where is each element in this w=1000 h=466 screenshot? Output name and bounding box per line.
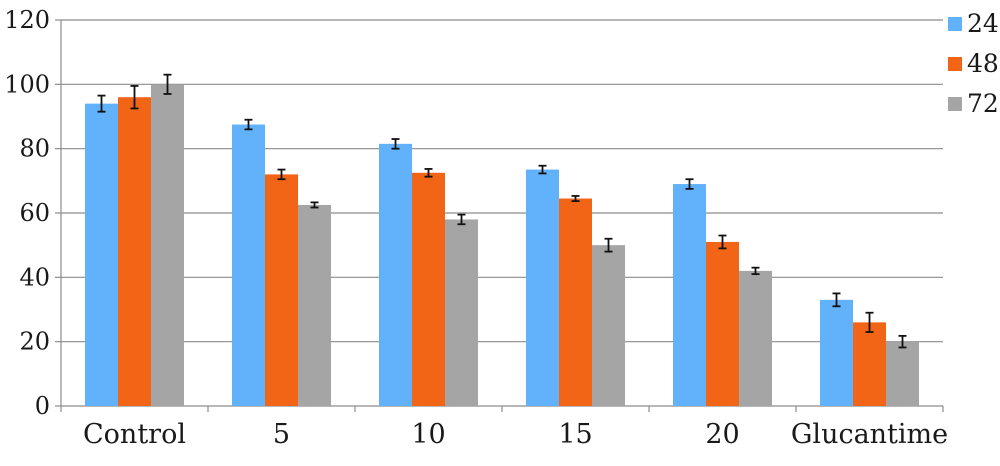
bar-24-10 [379,143,412,406]
bar-48-5 [265,174,298,406]
bar-24-5 [232,124,265,407]
y-tick-label: 0 [35,392,50,420]
x-tick-label: Glucantime [791,419,948,450]
x-tick-label: 20 [705,419,739,450]
legend-swatch [948,97,962,111]
x-tick-label: 10 [411,419,445,450]
legend: 24 48 72 [948,9,999,118]
bars [85,84,919,407]
bar-72-15 [592,245,625,406]
bar-24-control [85,103,118,406]
legend-swatch [948,57,962,71]
bar-48-glucantime [853,322,886,406]
bar-72-glucantime [886,341,919,406]
y-tick-label: 20 [19,328,50,356]
bar-72-20 [739,270,772,406]
bar-48-20 [706,241,739,406]
axes [55,19,944,412]
bar-48-10 [412,172,445,406]
bar-24-glucantime [820,299,853,406]
x-tick-label: 15 [558,419,592,450]
bar-24-15 [526,169,559,406]
x-tick-labels: Control 5 10 15 20 Glucantime [83,419,948,450]
bar-48-control [118,97,151,406]
error-bars [97,73,907,349]
bar-48-15 [559,198,592,406]
y-tick-label: 40 [19,263,50,291]
legend-label: 48 [967,49,999,78]
y-tick-labels: 0 20 40 60 80 100 120 [4,6,50,420]
bar-72-control [151,84,184,406]
legend-label: 72 [967,89,999,118]
y-tick-label: 60 [19,199,50,227]
y-tick-label: 80 [19,135,50,163]
x-tick-label: Control [83,419,186,450]
bar-72-5 [298,204,331,406]
y-tick-label: 100 [4,70,50,98]
x-tick-label: 5 [273,419,290,450]
bar-72-10 [445,219,478,406]
legend-swatch [948,17,962,31]
bar-24-20 [673,184,706,406]
gridlines [61,19,943,343]
y-tick-label: 120 [4,6,50,34]
legend-label: 24 [967,9,999,38]
